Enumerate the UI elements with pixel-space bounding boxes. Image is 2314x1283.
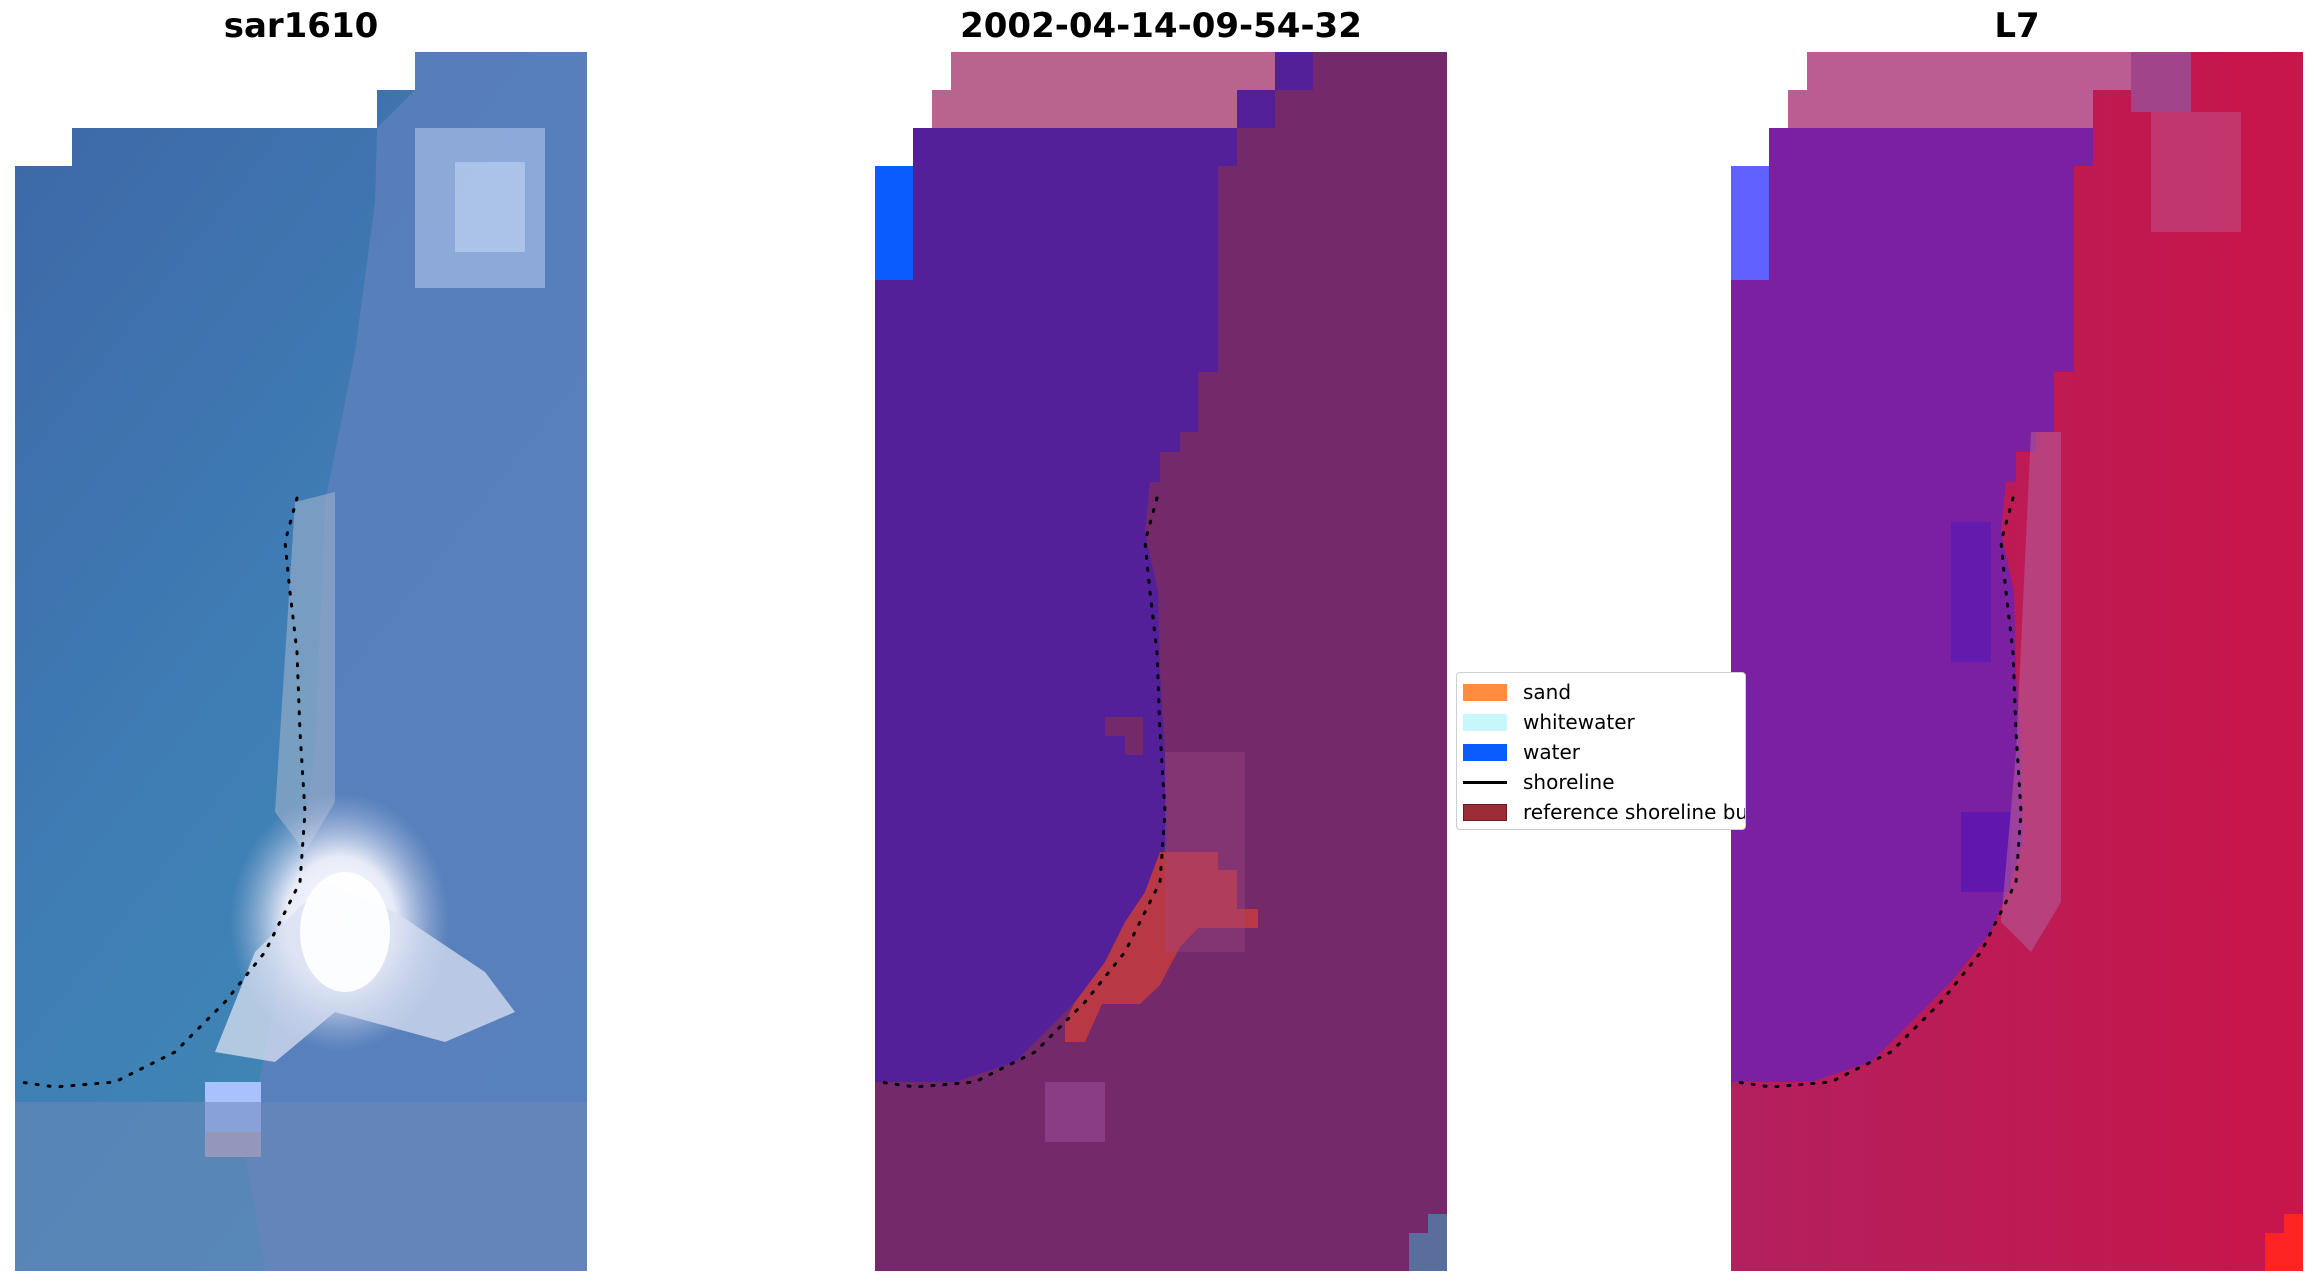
legend-label: whitewater	[1523, 710, 1635, 734]
reference-shoreline-swatch	[1463, 803, 1507, 821]
index-image-panel	[1731, 52, 2303, 1271]
legend-item-whitewater: whitewater	[1463, 709, 1635, 735]
whitewater-swatch	[1463, 713, 1507, 731]
legend-item-sand: sand	[1463, 679, 1571, 705]
legend-label: sand	[1523, 680, 1572, 704]
classified-image-panel	[875, 52, 1447, 1271]
classified-image	[875, 52, 1447, 1271]
legend-item-shoreline: shoreline	[1463, 769, 1615, 795]
panel-title-index: L7	[1994, 6, 2040, 46]
rgb-shoreline	[18, 496, 307, 1089]
rgb-satellite-image	[15, 52, 587, 1271]
legend-item-water: water	[1463, 739, 1580, 765]
rgb-image-panel	[15, 52, 587, 1271]
classified-water	[875, 128, 1237, 1082]
panel-title-rgb: sar1610	[223, 6, 379, 46]
panel-title-classified: 2002-04-14-09-54-32	[960, 6, 1362, 46]
sand-swatch	[1463, 683, 1507, 701]
shoreline-line-swatch	[1463, 780, 1507, 784]
legend: sand whitewater water shoreline referenc…	[1456, 672, 1746, 830]
legend-item-reference-shoreline: reference shoreline buffer	[1463, 799, 1745, 825]
legend-label: reference shoreline buffer	[1523, 800, 1745, 824]
water-swatch	[1463, 743, 1507, 761]
legend-label: shoreline	[1523, 770, 1615, 794]
index-image	[1731, 52, 2303, 1271]
classified-sand	[1065, 852, 1258, 1042]
classified-shoreline	[878, 496, 1167, 1089]
index-shoreline	[1734, 496, 2023, 1089]
legend-label: water	[1523, 740, 1580, 764]
